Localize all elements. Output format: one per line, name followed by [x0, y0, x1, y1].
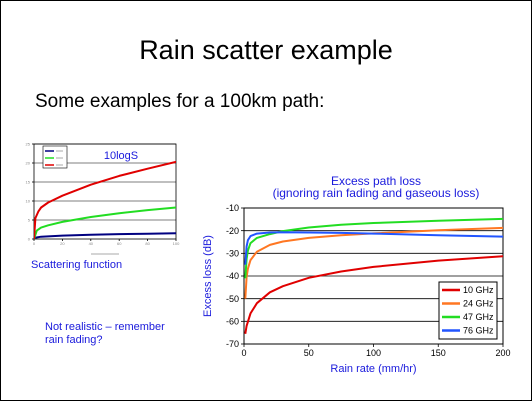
y-tick-label: 10: [26, 198, 31, 203]
y-tick-label: 25: [26, 141, 31, 146]
excess-loss-chart-title: Excess path loss (ignoring rain fading a…: [241, 175, 511, 199]
x-tick-label: 100: [366, 348, 381, 358]
plot-frame: [33, 143, 177, 240]
scattering-chart: 0 20 40 60 80 100 0 5 10 15 20 25 10logS: [26, 141, 180, 255]
y-tick-label: 0: [28, 236, 31, 241]
y-tick-label: 15: [26, 179, 31, 184]
y-tick-label: -40: [226, 271, 239, 281]
x-tick-label: 20: [60, 241, 65, 246]
y-tick-label: 20: [26, 160, 31, 165]
x-tick-label: 80: [145, 241, 150, 246]
y-tick-label: -50: [226, 294, 239, 304]
x-tick-label: 60: [117, 241, 122, 246]
y-tick-label: -20: [226, 226, 239, 236]
excess-loss-chart: 0 50 100 150 200 -70 -60 -50 -40 -30 -20 -10 Rain ra…: [202, 203, 511, 375]
main-legend-label-2: 24 GHz: [463, 299, 494, 309]
x-tick-label: 100: [173, 241, 180, 246]
x-tick-label: 150: [431, 348, 446, 358]
y-tick-label: 5: [28, 217, 31, 222]
excess-loss-subtitle: (ignoring rain fading and gaseous loss): [272, 186, 480, 200]
note-line-2: rain fading?: [45, 334, 103, 346]
slide-title: Rain scatter example: [139, 35, 393, 65]
series-line-2: [34, 206, 176, 239]
x-tick-label: 40: [89, 241, 94, 246]
scattering-function-caption: Scattering function: [31, 259, 123, 271]
note-line-1: Not realistic – remember: [45, 321, 165, 333]
series-line-3: [34, 160, 176, 239]
y-tick-label: -60: [226, 316, 239, 326]
x-axis-label: Rain rate (mm/hr): [330, 363, 416, 375]
series-line-1: [34, 232, 176, 239]
y-axis-label: Excess loss (dB): [202, 235, 214, 317]
series-line-4: [244, 231, 503, 265]
rain-fading-note: Not realistic – remember rain fading?: [45, 321, 215, 347]
slide-subtitle: Some examples for a 100km path:: [35, 91, 325, 112]
series-line-1: [244, 255, 503, 334]
series-line-3: [244, 217, 503, 279]
scattering-chart-title: 10logS: [104, 150, 138, 162]
x-tick-label: 50: [304, 348, 314, 358]
x-tick-label: 0: [33, 241, 36, 246]
y-tick-label: -10: [226, 203, 239, 213]
excess-loss-title: Excess path loss: [330, 174, 422, 188]
main-legend-label-3: 47 GHz: [463, 312, 494, 322]
main-legend-label-4: 76 GHz: [463, 326, 494, 336]
y-tick-label: -70: [226, 339, 239, 349]
x-tick-label: 0: [241, 348, 246, 358]
x-tick-label: 200: [495, 348, 510, 358]
main-legend-label-1: 10 GHz: [463, 285, 494, 295]
y-tick-label: -30: [226, 248, 239, 258]
